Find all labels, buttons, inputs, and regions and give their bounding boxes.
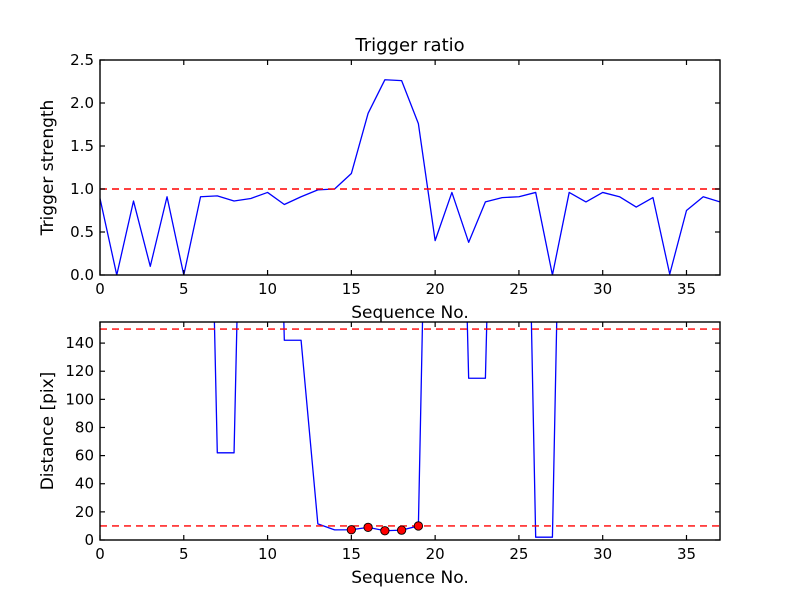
top-yaxis-label: Trigger strength	[38, 100, 58, 237]
bottom-axes-frame	[99, 321, 721, 541]
bottom-ytick-label: 140	[65, 334, 94, 352]
top-ytick-label: 2.5	[70, 51, 94, 69]
top-ytick-label: 0.0	[70, 266, 94, 284]
bottom-xtick-label: 25	[509, 545, 528, 563]
bottom-ytick-label: 120	[65, 362, 94, 380]
bottom-xtick-label: 15	[342, 545, 361, 563]
top-ytick-label: 2.0	[70, 94, 94, 112]
bottom-data-line	[213, 322, 558, 538]
bottom-xtick-label: 5	[179, 545, 189, 563]
top-ytick-label: 0.5	[70, 223, 94, 241]
top-xtick-label: 30	[593, 280, 612, 298]
top-xaxis-label: Sequence No.	[351, 303, 468, 323]
plot-area-group: 0 5 10 15 20 25 30 35 0.0 0.5 1.0 1.5 2.0 2.5 0 5 10 15 20…	[65, 51, 721, 563]
bottom-ytick-label: 20	[75, 503, 94, 521]
bottom-yaxis-label: Distance [pix]	[38, 372, 58, 491]
top-xtick-label: 35	[677, 280, 696, 298]
bottom-data-point-marker	[346, 525, 356, 535]
bottom-xtick-label: 0	[95, 545, 105, 563]
bottom-xtick-label: 20	[426, 545, 445, 563]
bottom-ytick-label: 100	[65, 390, 94, 408]
top-xtick-label: 20	[426, 280, 445, 298]
bottom-ytick-label: 60	[75, 447, 94, 465]
top-subplot: 0 5 10 15 20 25 30 35 0.0 0.5 1.0 1.5 2.0 2.5	[70, 51, 721, 298]
top-axes-frame	[99, 59, 721, 276]
bottom-data-point-marker	[380, 526, 390, 536]
top-ytick-label: 1.0	[70, 180, 94, 198]
bottom-xtick-label: 30	[593, 545, 612, 563]
bottom-data-point-marker	[363, 522, 373, 532]
top-xtick-label: 15	[342, 280, 361, 298]
top-xtick-label: 5	[179, 280, 189, 298]
top-xtick-label: 10	[258, 280, 277, 298]
bottom-data-point-marker	[413, 521, 424, 531]
bottom-subplot: 0 5 10 15 20 25 30 35 0 20 40 60 80 100 120 140	[65, 321, 721, 563]
bottom-data-point-marker	[396, 525, 407, 535]
chart-title: Trigger ratio	[354, 35, 464, 56]
bottom-xaxis-label: Sequence No.	[351, 568, 468, 588]
bottom-ytick-label: 40	[75, 475, 94, 493]
top-xtick-label: 25	[509, 280, 528, 298]
bottom-xtick-label: 10	[258, 545, 277, 563]
top-xtick-label: 0	[95, 280, 105, 298]
bottom-ytick-label: 80	[75, 418, 94, 436]
bottom-xtick-label: 35	[677, 545, 696, 563]
top-ytick-label: 1.5	[70, 137, 94, 155]
top-data-line	[100, 79, 720, 275]
bottom-ytick-label: 0	[84, 531, 94, 549]
